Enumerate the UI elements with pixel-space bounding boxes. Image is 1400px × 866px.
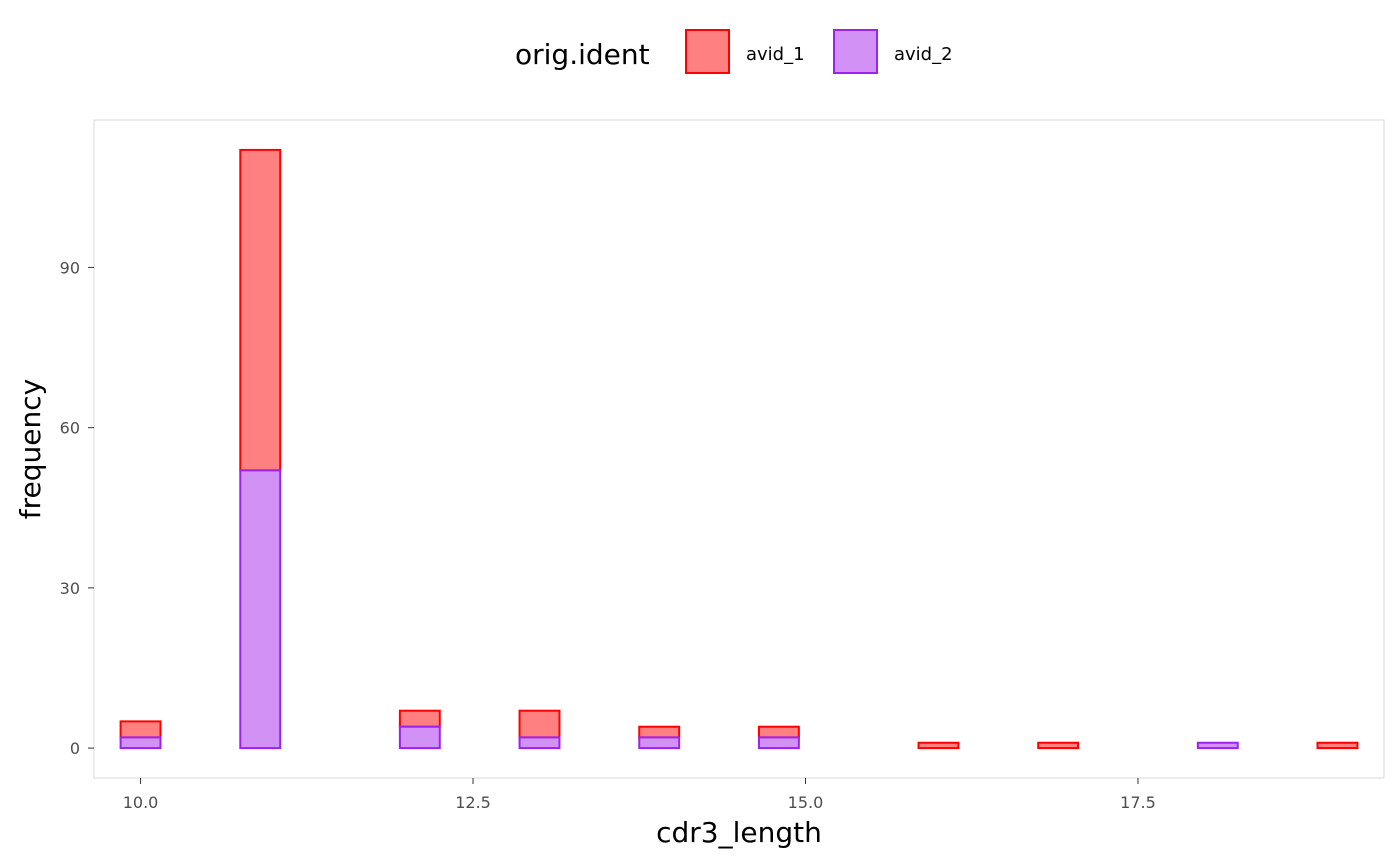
bar-avid-2-13 [638,736,681,750]
y-tick-label-0: 0 [70,739,80,758]
bar-avid-1-23 [1037,741,1080,750]
legend-swatch-avid-1 [685,29,730,74]
x-tick-label-1: 12.5 [455,793,491,812]
bar-avid-1-30 [1316,741,1359,750]
x-tick-label-3: 17.5 [1120,793,1156,812]
bar-avid-1-13 [638,725,681,739]
bar-avid-1-16 [757,725,800,739]
bar-avid-2-3 [239,469,282,750]
x-axis: 10.0 12.5 15.0 17.5 [123,778,1156,812]
x-tick-label-2: 15.0 [788,793,824,812]
y-tick-label-3: 90 [60,258,80,277]
legend: orig.ident avid_1 avid_2 [515,29,953,74]
bar-avid-2-0 [119,736,162,750]
legend-swatch-avid-2 [833,29,878,74]
plot-panel [93,119,1385,779]
legend-label-avid-1: avid_1 [746,44,805,65]
bar-avid-1-3 [239,148,282,472]
bar-avid-1-20 [917,741,960,750]
bar-avid-2-7 [398,725,441,750]
y-axis-title: frequency [14,379,47,519]
bar-avid-1-7 [398,709,441,728]
x-axis-title: cdr3_length [656,816,822,849]
y-tick-label-1: 30 [60,579,80,598]
bar-avid-1-10 [518,709,561,739]
bar-avid-2-10 [518,736,561,750]
bars-layer [119,148,1359,750]
y-axis: 0 30 60 90 [60,258,94,758]
legend-label-avid-2: avid_2 [894,44,953,65]
bar-avid-2-16 [757,736,800,750]
x-tick-label-0: 10.0 [123,793,159,812]
bar-avid-1-0 [119,720,162,739]
bar-avid-2-27 [1196,741,1239,750]
legend-title: orig.ident [515,38,650,71]
y-tick-label-2: 60 [60,419,80,438]
